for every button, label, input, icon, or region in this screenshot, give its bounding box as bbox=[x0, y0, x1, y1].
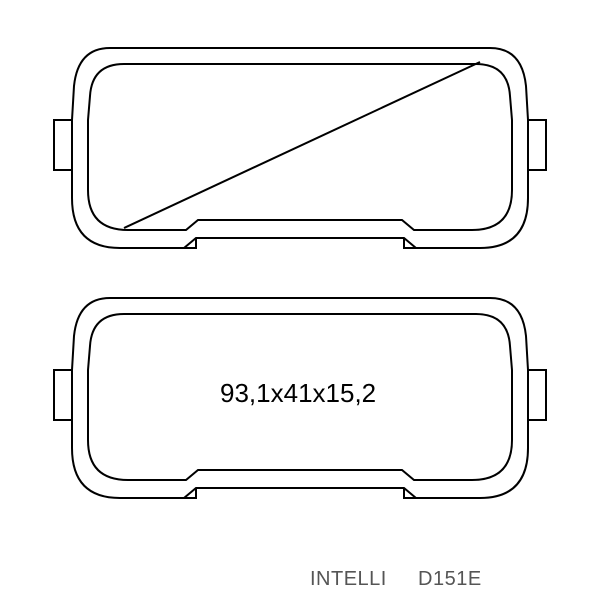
part-number: D151E bbox=[418, 568, 482, 591]
pad-top bbox=[54, 48, 546, 248]
brake-pad-diagram bbox=[0, 0, 600, 600]
dimension-label: 93,1x41x15,2 bbox=[220, 378, 376, 409]
brand-label: INTELLI bbox=[310, 568, 387, 591]
